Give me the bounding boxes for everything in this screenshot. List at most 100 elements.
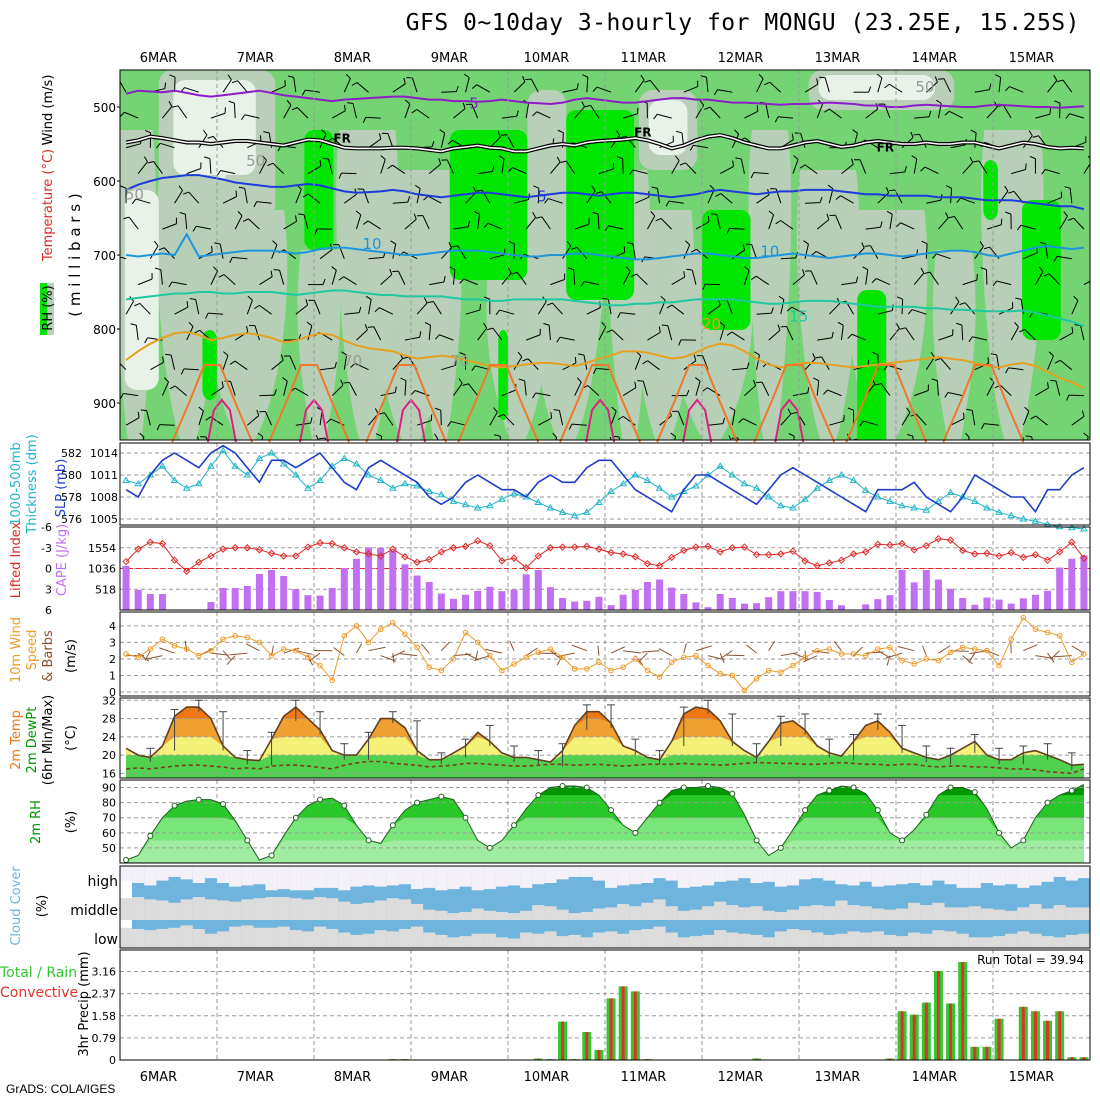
wind-barb-flag (928, 110, 932, 117)
wind-barb-flag (340, 379, 344, 386)
wind-barb-flag (593, 368, 597, 374)
wind-barb (525, 103, 530, 119)
wind10-speed-marker (790, 662, 796, 669)
wind-barb (1003, 104, 1012, 119)
bottom-day-label: 10MAR (524, 1070, 570, 1085)
wind-barb-flag (774, 116, 779, 123)
wind-barb-flag (291, 107, 298, 111)
cloud-cover-cell (156, 866, 169, 881)
wind-barb-flag (1042, 451, 1044, 457)
wind-barb-flag (584, 105, 591, 108)
wind-barb (478, 445, 492, 451)
cloud-cover-cell (701, 866, 715, 886)
wind-barb-flag (868, 86, 872, 93)
lifted-index-tick-label: 6 (45, 604, 52, 617)
wind-barb-flag (907, 309, 913, 315)
lifted-index-marker (595, 545, 603, 553)
rh2m-marker (220, 801, 227, 808)
wind-barb-flag (843, 415, 845, 422)
wind-barb (380, 391, 396, 397)
wind-barb-flag (378, 412, 385, 415)
wind-barb (769, 448, 784, 451)
wind-barb (961, 325, 964, 341)
wind-barb-flag (394, 386, 397, 393)
rh2m-marker (341, 802, 348, 809)
wind-barb (146, 410, 151, 426)
cloud-cover-cell (556, 866, 569, 880)
wind-barb (209, 158, 212, 174)
wind-barb (1059, 359, 1073, 371)
wind-barb (320, 367, 336, 371)
wind10-speed-marker (1081, 651, 1087, 657)
wind-barb (259, 276, 273, 286)
wind-barb-flag (1066, 394, 1070, 401)
wind-barb (1000, 384, 1012, 396)
wind-barb (889, 214, 893, 230)
thickness-marker (970, 497, 979, 504)
wind-barb-flag (305, 299, 309, 306)
cloud-cover-cell (168, 866, 181, 877)
wind-barb-flag (1065, 113, 1070, 119)
wind-barb-flag (407, 196, 411, 203)
cape-bar (631, 589, 639, 610)
temperature-contour-25 (559, 364, 642, 443)
top-day-label: 6MAR (140, 51, 177, 66)
cloud-cover-cell (156, 900, 169, 920)
wind-barb-flag (362, 117, 367, 123)
wind10-barb (802, 655, 818, 663)
wind10-barb (550, 650, 562, 660)
wind-barb (344, 312, 360, 315)
lifted-index-marker (401, 553, 409, 561)
thickness-marker (740, 479, 749, 487)
cloud-cover-cell (216, 931, 230, 948)
wind-barb-flag (322, 157, 329, 160)
slp-tick-label: 1011 (90, 469, 118, 482)
cape-bar (340, 567, 348, 610)
lifted-index-marker (122, 557, 130, 566)
wind-barb (683, 86, 698, 93)
thickness-marker (243, 471, 252, 478)
wind-barb-flag (168, 100, 173, 107)
cape-bar (292, 589, 300, 610)
wind-barb (912, 436, 914, 440)
wind-barb (196, 225, 212, 230)
wind-barb-flag (380, 155, 386, 160)
wind10-speed-marker (862, 652, 869, 659)
thickness-marker (304, 484, 312, 491)
wind-barb (586, 307, 601, 315)
wind-barb (222, 79, 232, 93)
thickness-marker (485, 501, 494, 509)
wind-barb (392, 201, 408, 204)
cloud-cover-cell (410, 903, 424, 920)
precip-convective-bar (973, 1046, 977, 1060)
wind-barb-flag (577, 353, 585, 356)
rh2m-marker (729, 790, 736, 797)
wind-barb-flag (1063, 211, 1068, 217)
thickness-marker (655, 484, 664, 491)
rh2m-marker (923, 811, 930, 818)
wind10-tick-label: 2 (109, 653, 116, 666)
wind-barb (986, 382, 995, 396)
cape-bar (801, 591, 809, 610)
wind-barb-flag (816, 78, 819, 85)
wind-barb (841, 163, 854, 174)
cape-bar (280, 575, 288, 610)
wind-barb-flag (944, 392, 949, 398)
wind-barb (125, 300, 134, 315)
wind-barb-flag (498, 155, 505, 160)
wind-barb-flag (270, 270, 273, 277)
wind-barb-flag (851, 158, 854, 165)
rh-moderate-region (748, 130, 792, 440)
wind-barb (1047, 80, 1058, 93)
wind-barb (120, 362, 127, 371)
wind-barb (170, 354, 176, 370)
rh-high-region (498, 330, 508, 420)
wind-barb (380, 274, 393, 285)
wind-barb (511, 449, 526, 451)
wind-barb (295, 189, 302, 204)
cloud-cover-cell (471, 866, 484, 891)
rh2m-panel-frame (119, 779, 1091, 864)
wind-barb (804, 164, 818, 175)
wind-barb-flag (156, 424, 161, 431)
wind-barb (205, 436, 208, 440)
